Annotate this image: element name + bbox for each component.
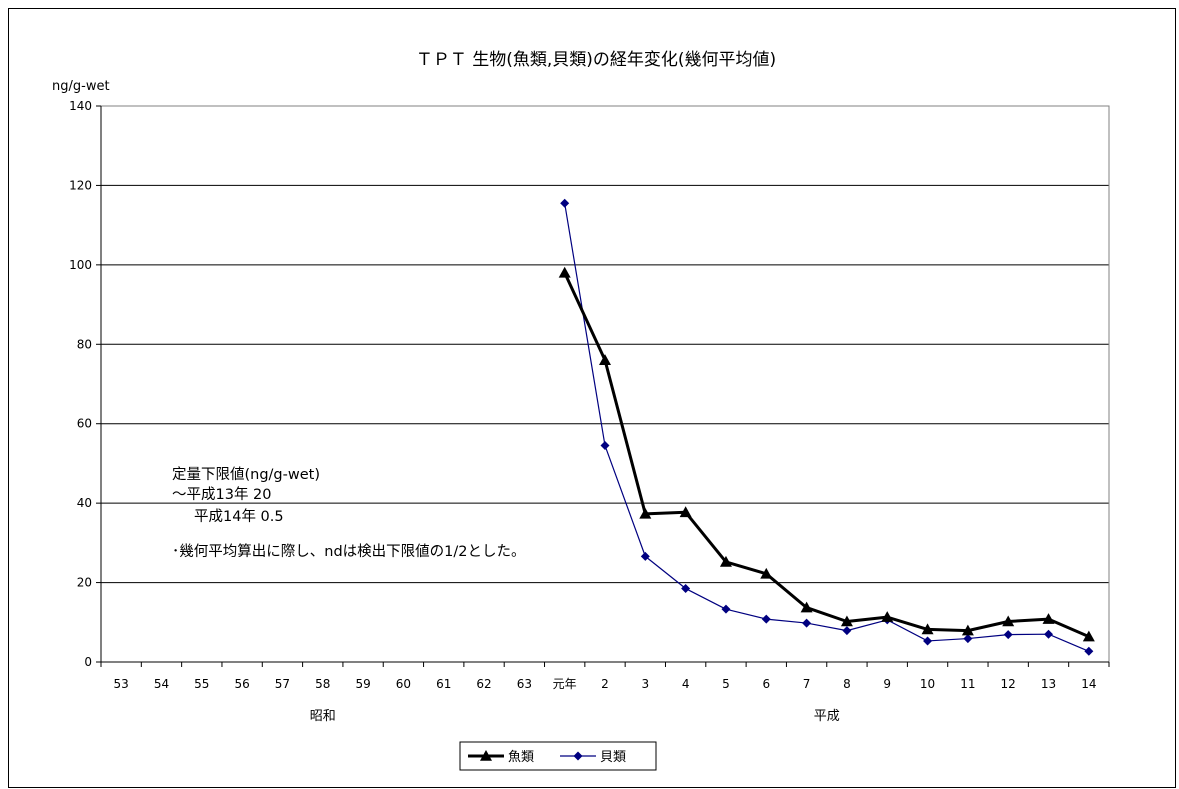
x-tick-label: 59 — [355, 677, 370, 691]
y-tick-label: 120 — [69, 178, 92, 192]
annotation-line-3: 平成14年 0.5 — [194, 508, 284, 525]
x-tick-label: 13 — [1041, 677, 1056, 691]
y-tick-label: 80 — [77, 337, 92, 351]
y-tick-label: 100 — [69, 258, 92, 272]
x-tick-label: 2 — [601, 677, 609, 691]
data-point — [573, 751, 583, 761]
y-axis-ticks: 0 20 40 60 80 100 120 140 — [69, 99, 101, 669]
x-tick-label: 10 — [920, 677, 935, 691]
data-point — [1084, 646, 1094, 656]
y-tick-label: 0 — [84, 655, 92, 669]
y-tick-label: 40 — [77, 496, 92, 510]
x-tick-label: 60 — [396, 677, 411, 691]
data-point — [721, 604, 731, 614]
x-tick-label: 7 — [803, 677, 811, 691]
legend-label: 貝類 — [600, 750, 626, 765]
x-axis-ticks: 53 54 55 56 57 58 59 60 61 62 63 元年 2 3 4 5 6 7 8 9 10 11 12 13… — [100, 662, 1110, 691]
annotation-line-2: ～平成13年 20 — [172, 486, 272, 503]
annotation: 定量下限値(ng/g-wet) ～平成13年 20 平成14年 0.5 ･幾何平… — [172, 466, 525, 560]
data-point — [599, 354, 611, 365]
data-point — [923, 636, 933, 646]
data-point — [600, 441, 610, 451]
y-tick-label: 20 — [77, 576, 92, 590]
chart-frame: ＴＰＴ 生物(魚類,貝類)の経年変化(幾何平均値) ng/g-wet 0 20 40… — [8, 8, 1176, 788]
data-point — [640, 551, 650, 561]
data-point — [840, 615, 853, 627]
data-point — [961, 624, 974, 636]
plot-border — [100, 105, 1110, 663]
series-line — [564, 203, 1090, 652]
data-point — [1082, 630, 1095, 642]
data-point — [842, 626, 852, 636]
x-tick-label: 61 — [436, 677, 451, 691]
data-point — [1002, 615, 1015, 627]
legend: 魚類 貝類 — [459, 741, 657, 771]
x-tick-label: 63 — [517, 677, 532, 691]
x-tick-label: 53 — [114, 677, 129, 691]
x-tick-label: 9 — [883, 677, 891, 691]
x-tick-label: 62 — [476, 677, 491, 691]
era-labels: 昭和 平成 — [310, 709, 840, 724]
x-tick-label: 4 — [682, 677, 690, 691]
data-point — [760, 567, 773, 579]
annotation-line-1: 定量下限値(ng/g-wet) — [172, 466, 320, 483]
series-魚類 — [558, 266, 1095, 642]
legend-label: 魚類 — [508, 750, 534, 765]
x-tick-label: 54 — [154, 677, 169, 691]
annotation-line-4: ･幾何平均算出に際し、ndは検出下限値の1/2とした。 — [172, 543, 525, 560]
y-axis-unit-label: ng/g-wet — [52, 79, 110, 94]
series-貝類 — [560, 198, 1094, 656]
x-tick-label: 56 — [234, 677, 249, 691]
plot-area — [100, 105, 1110, 663]
data-point — [560, 198, 570, 208]
x-tick-label: 3 — [641, 677, 649, 691]
x-tick-label: 55 — [194, 677, 209, 691]
y-tick-label: 140 — [69, 99, 92, 113]
data-point — [1042, 613, 1055, 624]
legend-box — [459, 741, 657, 771]
x-tick-label: 12 — [1001, 677, 1016, 691]
data-point — [800, 601, 813, 613]
x-tick-label: 57 — [275, 677, 290, 691]
data-point — [1044, 629, 1054, 639]
x-tick-label: 6 — [762, 677, 770, 691]
data-point — [881, 611, 894, 622]
x-tick-label: 5 — [722, 677, 730, 691]
x-tick-label: 元年 — [553, 677, 577, 691]
data-point — [921, 623, 934, 635]
data-point — [1003, 630, 1013, 640]
chart-svg: ＴＰＴ 生物(魚類,貝類)の経年変化(幾何平均値) ng/g-wet 02040… — [52, 50, 1110, 771]
data-point — [480, 750, 492, 761]
x-tick-label: 14 — [1081, 677, 1096, 691]
era-label: 平成 — [814, 709, 840, 724]
y-tick-label: 60 — [77, 417, 92, 431]
data-point — [761, 614, 771, 624]
data-point — [719, 555, 732, 567]
x-tick-label: 11 — [960, 677, 975, 691]
x-tick-label: 8 — [843, 677, 851, 691]
series-line — [563, 272, 1090, 638]
data-point — [802, 618, 812, 628]
data-point — [681, 584, 691, 594]
data-point — [679, 506, 692, 518]
x-tick-label: 58 — [315, 677, 330, 691]
data-point — [963, 634, 973, 644]
chart-title: ＴＰＴ 生物(魚類,貝類)の経年変化(幾何平均値) — [416, 50, 776, 70]
series-layer — [558, 198, 1095, 656]
era-label: 昭和 — [310, 709, 336, 724]
data-point — [639, 507, 652, 519]
data-point — [558, 266, 571, 278]
